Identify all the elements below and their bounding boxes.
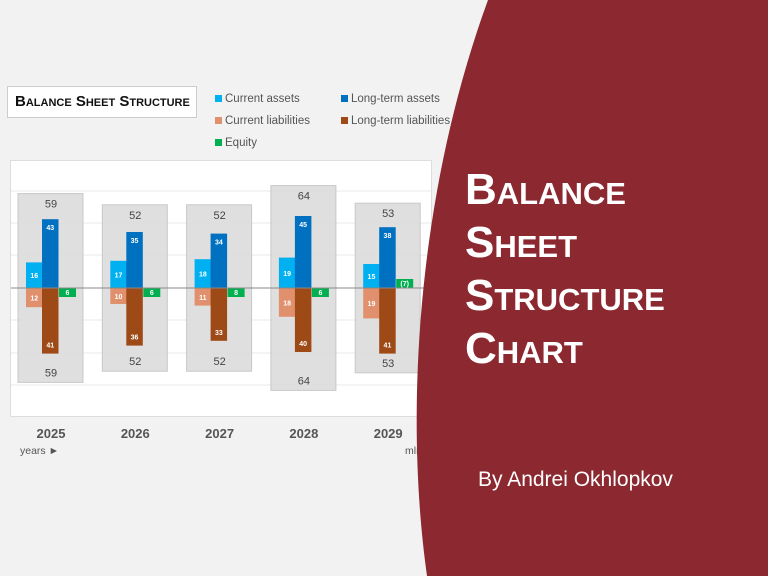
data-label: 11 [199, 295, 207, 302]
bar-current-assets [110, 260, 127, 288]
bar-long-term-assets [379, 227, 396, 288]
data-label: 19 [283, 271, 291, 278]
total-label-top: 53 [382, 208, 394, 220]
bar-current-assets [363, 264, 380, 288]
bar-current-liabilities [363, 288, 380, 319]
x-tick-label: 2029 [373, 426, 403, 441]
data-label: 45 [299, 222, 307, 229]
data-label: 33 [215, 330, 223, 337]
legend-equity: Equity [215, 137, 257, 149]
bar-current-assets [278, 257, 296, 288]
bar-equity [396, 279, 414, 288]
data-label: 15 [368, 274, 376, 281]
total-label-top: 59 [45, 199, 57, 211]
total-label-bottom: 53 [382, 358, 394, 370]
legend-swatch [215, 139, 222, 146]
data-label: 18 [199, 272, 207, 279]
data-label: 10 [115, 294, 123, 301]
x-tick-label: 2028 [289, 426, 319, 441]
legend-label: Current assets [225, 93, 300, 105]
author: By Andrei Okhlopkov [478, 468, 673, 491]
data-label: (7) [400, 281, 409, 288]
x-tick-label: 2027 [205, 426, 235, 441]
total-label-bottom: 59 [45, 367, 57, 379]
data-label: 19 [368, 301, 376, 308]
total-label-bottom: 64 [298, 375, 310, 387]
bar-current-assets [194, 259, 212, 288]
total-label-top: 52 [129, 210, 141, 222]
x-tick-label: 2026 [120, 426, 150, 441]
total-label-bottom: 52 [213, 356, 225, 368]
bar-long-term-liabilities [126, 288, 143, 346]
data-label: 12 [30, 296, 38, 303]
legend-current-liabilities: Current liabilities [215, 115, 310, 127]
legend-swatch [215, 117, 222, 124]
data-label: 6 [150, 290, 154, 297]
bar-equity [227, 288, 245, 297]
slide-title-line: Chart [465, 324, 583, 373]
legend-label: Current liabilities [225, 115, 311, 127]
legend-swatch [341, 95, 348, 102]
legend-label: Equity [225, 137, 257, 149]
bar-long-term-liabilities [210, 288, 228, 341]
slide-title-line: Structure [465, 271, 665, 320]
x-tick-label: 2025 [36, 426, 66, 441]
bar-equity [143, 288, 161, 297]
data-label: 34 [215, 240, 223, 247]
data-label: 8 [234, 290, 238, 297]
data-label: 17 [115, 272, 123, 279]
legend-swatch [341, 117, 348, 124]
data-label: 41 [384, 343, 392, 350]
bar-current-liabilities [278, 288, 296, 317]
slide-title-line: Balance [465, 165, 626, 214]
bar-long-term-assets [42, 219, 59, 288]
legend-current-assets: Current assets [215, 93, 300, 105]
x-axis-label: years ► [20, 445, 59, 457]
total-label-bottom: 52 [129, 356, 141, 368]
total-label-top: 64 [298, 191, 310, 203]
bar-current-liabilities [110, 288, 127, 304]
data-label: 40 [299, 341, 307, 348]
data-label: 18 [283, 300, 291, 307]
data-label: 38 [384, 233, 392, 240]
slide-title-line: Sheet [465, 218, 578, 267]
bar-equity [59, 288, 76, 297]
bar-long-term-liabilities [294, 288, 312, 352]
bar-long-term-liabilities [42, 288, 59, 354]
legend-swatch [215, 95, 222, 102]
slide-title: Balance Sheet Structure Chart [465, 163, 665, 375]
data-label: 43 [46, 225, 54, 232]
bar-long-term-assets [294, 216, 312, 288]
bar-current-assets [26, 262, 43, 288]
bar-long-term-liabilities [379, 288, 396, 354]
bar-long-term-assets [210, 233, 228, 288]
data-label: 16 [30, 273, 38, 280]
data-label: 6 [318, 290, 322, 297]
data-label: 36 [131, 335, 139, 342]
chart-title: Balance Sheet Structure [7, 86, 197, 118]
bar-current-liabilities [26, 288, 43, 308]
unit-label: mln [405, 445, 422, 457]
data-label: 41 [46, 343, 54, 350]
bar-current-liabilities [194, 288, 212, 306]
bar-equity [311, 288, 329, 297]
data-label: 35 [131, 238, 139, 245]
total-label-top: 52 [213, 210, 225, 222]
bar-long-term-assets [126, 232, 143, 288]
data-label: 6 [66, 290, 70, 297]
